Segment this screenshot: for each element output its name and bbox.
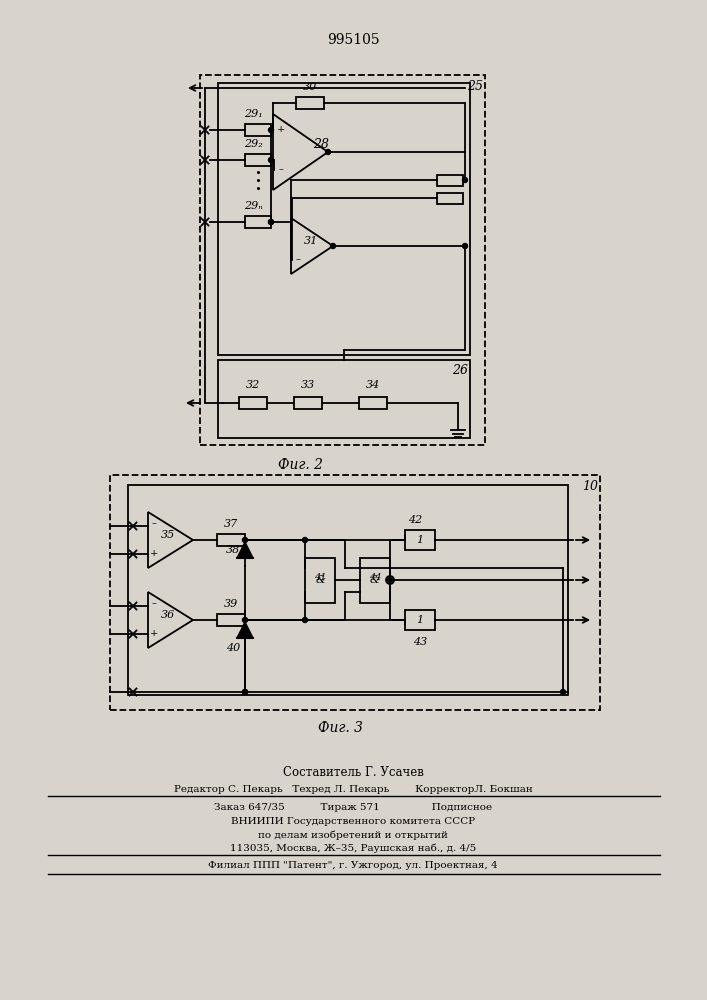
Circle shape xyxy=(561,690,566,694)
Bar xyxy=(296,97,324,109)
Text: 38: 38 xyxy=(226,545,240,555)
Bar xyxy=(218,360,470,438)
Text: 33: 33 xyxy=(301,380,315,390)
Text: +: + xyxy=(150,630,158,639)
Circle shape xyxy=(243,538,247,542)
Text: 29₂: 29₂ xyxy=(244,139,262,149)
Text: 40: 40 xyxy=(226,643,240,653)
Text: 1: 1 xyxy=(416,615,423,625)
Circle shape xyxy=(269,127,274,132)
Circle shape xyxy=(243,690,247,694)
Text: &: & xyxy=(315,575,325,585)
Text: –: – xyxy=(151,520,156,528)
Text: 10: 10 xyxy=(582,481,598,493)
Text: 995105: 995105 xyxy=(327,33,380,47)
Text: 44: 44 xyxy=(369,574,381,582)
Text: 32: 32 xyxy=(246,380,260,390)
Circle shape xyxy=(462,178,467,182)
Text: ВНИИПИ Государственного комитета СССР: ВНИИПИ Государственного комитета СССР xyxy=(231,818,475,826)
Text: 26: 26 xyxy=(452,363,468,376)
Text: Составитель Г. Усачев: Составитель Г. Усачев xyxy=(283,766,423,778)
Bar xyxy=(217,534,245,546)
Bar xyxy=(245,216,271,228)
Text: Редактор С. Пекарь   Техред Л. Пекарь        КорректорЛ. Бокшан: Редактор С. Пекарь Техред Л. Пекарь Корр… xyxy=(174,784,532,794)
Bar xyxy=(359,397,387,409)
Text: 35: 35 xyxy=(161,530,175,540)
Text: 113035, Москва, Ж–35, Раушская наб., д. 4/5: 113035, Москва, Ж–35, Раушская наб., д. … xyxy=(230,843,476,853)
Text: 34: 34 xyxy=(366,380,380,390)
Circle shape xyxy=(269,157,274,162)
Text: по делам изобретений и открытий: по делам изобретений и открытий xyxy=(258,830,448,840)
Bar xyxy=(405,610,435,630)
Circle shape xyxy=(325,149,330,154)
Circle shape xyxy=(303,617,308,622)
Text: –: – xyxy=(279,165,284,174)
Circle shape xyxy=(243,690,247,694)
Circle shape xyxy=(269,220,274,225)
Bar xyxy=(405,530,435,550)
Text: 43: 43 xyxy=(413,637,427,647)
Text: +: + xyxy=(150,550,158,558)
Text: 36: 36 xyxy=(161,610,175,620)
Text: Заказ 647/35           Тираж 571                Подписное: Заказ 647/35 Тираж 571 Подписное xyxy=(214,802,492,812)
Text: 29ₙ: 29ₙ xyxy=(244,201,262,211)
Text: 1: 1 xyxy=(416,535,423,545)
Circle shape xyxy=(387,578,392,582)
Bar xyxy=(305,558,335,602)
Text: 39: 39 xyxy=(224,599,238,609)
Bar xyxy=(245,124,271,136)
Text: 30: 30 xyxy=(303,82,317,92)
Polygon shape xyxy=(237,542,253,558)
Text: –: – xyxy=(296,255,300,264)
Bar xyxy=(437,174,463,186)
Text: 25: 25 xyxy=(467,81,483,94)
Bar xyxy=(294,397,322,409)
Text: Филиал ППП "Патент", г. Ужгород, ул. Проектная, 4: Филиал ППП "Патент", г. Ужгород, ул. Про… xyxy=(208,861,498,870)
Text: Фиг. 2: Фиг. 2 xyxy=(278,458,322,472)
Bar xyxy=(200,75,485,445)
Text: 42: 42 xyxy=(408,515,422,525)
Bar xyxy=(245,154,271,166)
Text: –: – xyxy=(151,599,156,608)
Bar xyxy=(218,83,470,355)
Text: 37: 37 xyxy=(224,519,238,529)
Polygon shape xyxy=(237,622,253,638)
Text: 41: 41 xyxy=(314,574,326,582)
Text: &: & xyxy=(370,575,380,585)
Bar xyxy=(217,614,245,626)
Bar xyxy=(239,397,267,409)
Text: 29₁: 29₁ xyxy=(244,109,262,119)
Text: Фиг. 3: Фиг. 3 xyxy=(317,721,363,735)
Circle shape xyxy=(330,243,336,248)
Circle shape xyxy=(269,220,274,225)
Bar xyxy=(128,485,568,695)
Bar xyxy=(437,192,463,204)
Circle shape xyxy=(303,538,308,542)
Text: 31: 31 xyxy=(304,236,318,246)
Circle shape xyxy=(243,617,247,622)
Text: 28: 28 xyxy=(313,137,329,150)
Bar xyxy=(110,475,600,710)
Circle shape xyxy=(462,243,467,248)
Bar xyxy=(360,558,390,602)
Text: +: + xyxy=(277,125,285,134)
